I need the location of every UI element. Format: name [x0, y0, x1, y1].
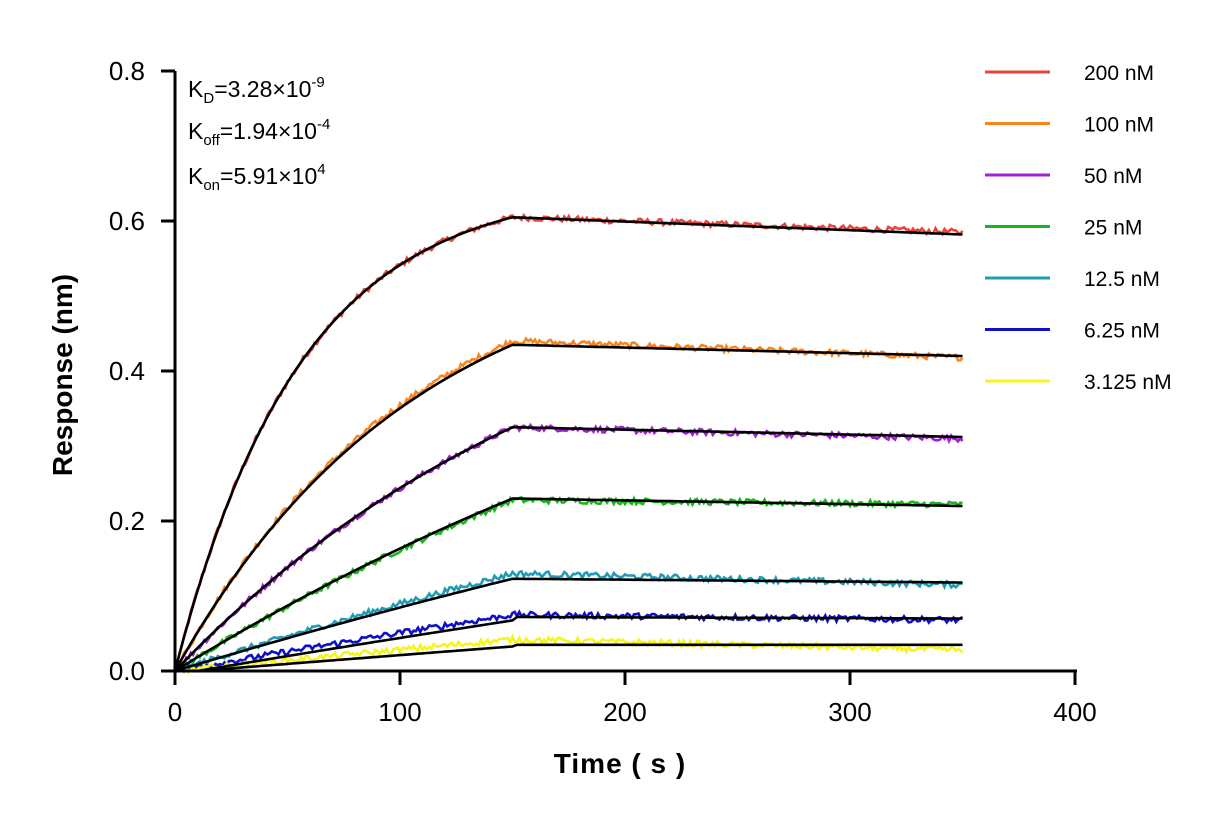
kinetic-constants: KD=3.28×10-9 Koff=1.94×10-4 Kon=5.91×104	[188, 74, 330, 194]
kd-annotation: KD=3.28×10-9	[188, 74, 325, 107]
koff-annotation: Koff=1.94×10-4	[188, 116, 330, 149]
fit-curve	[173, 343, 963, 672]
x-tick-label: 100	[378, 697, 421, 727]
y-tick-label: 0.6	[109, 206, 145, 236]
x-axis-title: Time ( s )	[554, 748, 686, 779]
series-trace	[174, 633, 964, 675]
legend-label: 6.25 nM	[1084, 320, 1160, 343]
y-tick-label: 0.8	[109, 56, 145, 86]
x-tick-label: 300	[828, 697, 871, 727]
legend: 200 nM 100 nM 50 nM 25 nM 12.5 nM 6.25 nM 3.12…	[985, 62, 1172, 394]
legend-label: 12.5 nM	[1084, 268, 1160, 291]
plot-curves	[173, 212, 964, 675]
legend-label: 100 nM	[1084, 114, 1154, 137]
kon-annotation: Kon=5.91×104	[188, 161, 326, 194]
y-tick-label: 0.0	[109, 656, 145, 686]
x-tick-label: 200	[603, 697, 646, 727]
fit-curve	[197, 643, 963, 673]
y-tick-label: 0.2	[109, 506, 145, 536]
y-tick-label: 0.4	[109, 356, 145, 386]
ticks: 0 100 200 300 400 0.0 0.2 0.4 0.6 0.8	[109, 56, 1097, 727]
legend-label: 50 nM	[1084, 165, 1142, 188]
x-tick-label: 400	[1053, 697, 1096, 727]
fit-curve	[174, 577, 963, 673]
y-axis-title: Response (nm)	[47, 274, 78, 476]
fit-curve	[174, 425, 963, 672]
fit-curve	[197, 615, 963, 673]
x-tick-label: 0	[168, 697, 182, 727]
fit-curve	[174, 497, 963, 673]
legend-label: 200 nM	[1084, 62, 1154, 85]
legend-label: 25 nM	[1084, 217, 1142, 240]
legend-label: 3.125 nM	[1084, 371, 1172, 394]
fit-curve	[173, 215, 963, 672]
